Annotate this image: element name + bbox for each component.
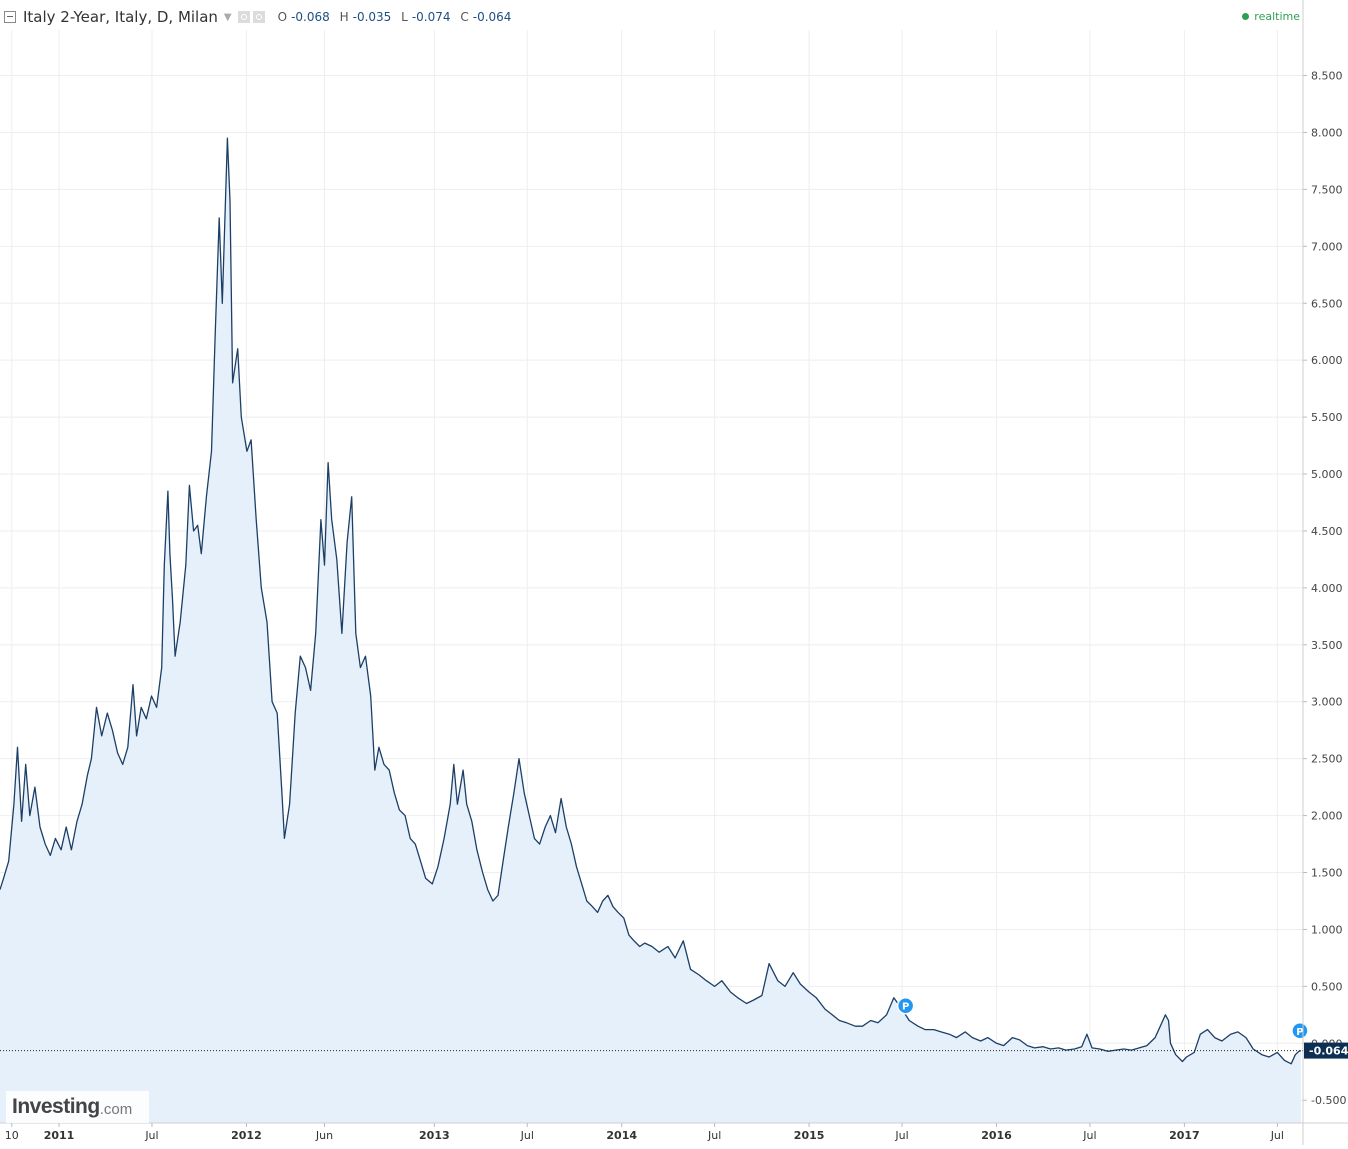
y-tick-label: 6.500: [1311, 297, 1343, 310]
x-tick-label: 2011: [44, 1129, 75, 1142]
collapse-icon[interactable]: [4, 11, 16, 23]
high-label: H: [339, 10, 349, 24]
ohlc-values: O -0.068 H -0.035 L -0.074 C -0.064: [278, 10, 518, 24]
y-tick-label: 4.500: [1311, 525, 1343, 538]
realtime-indicator: realtime: [1242, 10, 1300, 23]
y-tick-label: 8.000: [1311, 126, 1343, 139]
realtime-label: realtime: [1254, 10, 1300, 23]
logo-brand: Investing: [12, 1095, 100, 1118]
caret-down-icon[interactable]: ▼: [223, 11, 232, 23]
x-axis[interactable]: 10 2011 Jul 2012 Jun 2013 Jul 2014 Jul 2015 Jul 201…: [0, 1122, 1348, 1142]
last-price-label: -0.064: [1309, 1045, 1348, 1058]
low-value: -0.074: [411, 10, 451, 24]
series-line: [0, 137, 1302, 1065]
last-price-tag: -0.064: [1304, 1042, 1348, 1059]
x-tick-label: Jul: [1270, 1129, 1284, 1142]
y-axis[interactable]: -0.5000.0000.5001.0001.5002.0002.5003.00…: [1302, 0, 1346, 1145]
close-value: -0.064: [472, 10, 512, 24]
event-marker-label: P: [1296, 1027, 1303, 1038]
high-value: -0.035: [352, 10, 392, 24]
low-label: L: [401, 10, 408, 24]
marker-layer: PP: [896, 996, 1309, 1040]
y-tick-label: 5.000: [1311, 468, 1343, 481]
x-tick-label: Jul: [144, 1129, 158, 1142]
event-marker-label: P: [902, 1002, 909, 1013]
open-label: O: [277, 10, 288, 24]
x-tick-label: Jun: [315, 1129, 333, 1142]
line-layer: [0, 137, 1303, 1065]
remove-icon[interactable]: [252, 11, 265, 23]
x-tick-label: 2013: [419, 1129, 450, 1142]
x-tick-label: 2016: [981, 1129, 1012, 1142]
x-tick-label: 2017: [1169, 1129, 1200, 1142]
close-label: C: [460, 10, 469, 24]
x-tick-label: 2014: [606, 1129, 637, 1142]
y-tick-label: 2.000: [1311, 810, 1343, 823]
series-legend: Italy 2-Year, Italy, D, Milan ▼ O -0.068 …: [4, 6, 517, 28]
status-dot-icon: [1242, 13, 1250, 20]
y-tick-label: 8.500: [1311, 70, 1343, 83]
y-tick-label: 7.000: [1311, 240, 1343, 253]
event-marker-icon: [1291, 1022, 1309, 1040]
x-tick-label: Jul: [894, 1129, 908, 1142]
last-price-tag-bg: [1304, 1042, 1348, 1059]
x-tick-label: Jul: [707, 1129, 721, 1142]
y-tick-label: 1.500: [1311, 867, 1343, 880]
settings-icon[interactable]: [237, 11, 250, 23]
symbol-title[interactable]: Italy 2-Year, Italy, D, Milan: [23, 8, 218, 26]
x-tick-label: 2015: [794, 1129, 825, 1142]
y-tick-label: 1.000: [1311, 923, 1343, 936]
y-tick-label: -0.500: [1311, 1094, 1346, 1107]
open-value: -0.068: [291, 10, 330, 24]
y-tick-label: 0.500: [1311, 980, 1343, 993]
y-tick-label: 5.500: [1311, 411, 1343, 424]
area-layer: [0, 138, 1301, 1123]
y-tick-label: 2.500: [1311, 753, 1343, 766]
y-tick-label: 3.000: [1311, 696, 1343, 709]
logo-domain: .com: [99, 1100, 133, 1118]
x-tick-label: Jul: [1082, 1129, 1096, 1142]
x-tick-label: Jul: [520, 1129, 534, 1142]
x-tick-label: 2012: [231, 1129, 262, 1142]
y-tick-label: 4.000: [1311, 582, 1343, 595]
x-tick-label: 10: [5, 1129, 19, 1142]
watermark-logo[interactable]: Investing .com: [6, 1091, 149, 1123]
series-area: [0, 138, 1301, 1123]
y-tick-label: 6.000: [1311, 354, 1343, 367]
y-tick-label: 7.500: [1311, 183, 1343, 196]
y-tick-label: 3.500: [1311, 639, 1343, 652]
event-marker-icon: [896, 996, 915, 1015]
